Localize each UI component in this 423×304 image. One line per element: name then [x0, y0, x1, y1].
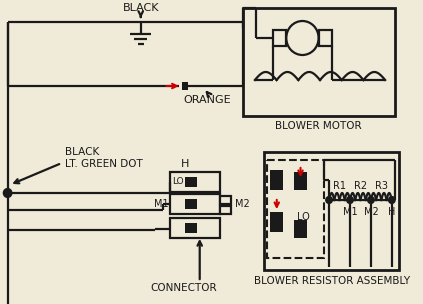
- Text: R3: R3: [375, 181, 388, 191]
- Bar: [185, 177, 197, 187]
- Bar: [242, 8, 395, 116]
- Bar: [319, 30, 332, 46]
- Circle shape: [347, 197, 353, 203]
- Text: M2: M2: [363, 207, 378, 217]
- Text: BLACK
LT. GREEN DOT: BLACK LT. GREEN DOT: [65, 147, 143, 169]
- Bar: [294, 220, 307, 238]
- Text: M1: M1: [343, 207, 357, 217]
- Circle shape: [326, 197, 332, 203]
- Bar: [264, 152, 399, 270]
- Bar: [181, 82, 188, 90]
- Text: M2: M2: [235, 199, 250, 209]
- Text: R2: R2: [354, 181, 367, 191]
- Text: LO: LO: [297, 212, 310, 222]
- Circle shape: [389, 197, 395, 203]
- Circle shape: [286, 21, 319, 55]
- Circle shape: [368, 197, 374, 203]
- Bar: [185, 223, 197, 233]
- Bar: [170, 172, 220, 192]
- Text: M1: M1: [154, 199, 168, 209]
- Text: BLOWER MOTOR: BLOWER MOTOR: [275, 121, 362, 131]
- Text: CONNECTOR: CONNECTOR: [150, 283, 217, 293]
- Circle shape: [4, 189, 11, 197]
- Text: BLOWER RESISTOR ASSEMBLY: BLOWER RESISTOR ASSEMBLY: [254, 276, 410, 286]
- Text: ORANGE: ORANGE: [184, 95, 231, 105]
- Text: BLACK: BLACK: [123, 3, 159, 13]
- Bar: [294, 172, 307, 190]
- Bar: [267, 160, 324, 258]
- Bar: [270, 170, 283, 190]
- Bar: [270, 212, 283, 232]
- Text: R1: R1: [333, 181, 346, 191]
- Text: LO: LO: [172, 178, 184, 186]
- Bar: [273, 30, 286, 46]
- Bar: [170, 218, 220, 238]
- Bar: [220, 206, 231, 214]
- Bar: [170, 194, 220, 214]
- Bar: [220, 196, 231, 204]
- Text: H: H: [388, 207, 396, 217]
- Text: H: H: [181, 159, 190, 169]
- Bar: [185, 199, 197, 209]
